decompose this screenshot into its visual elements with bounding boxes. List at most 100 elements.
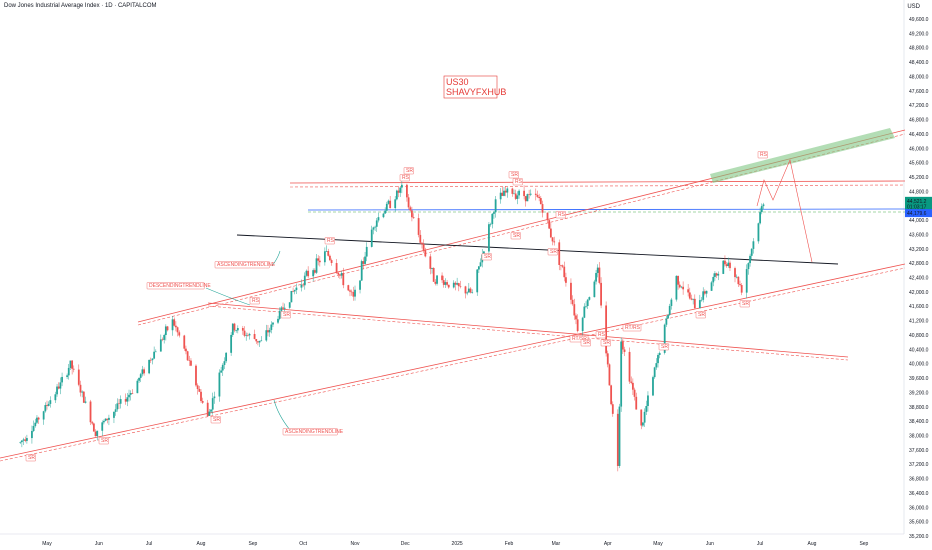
price-axis-label: 38,000.0 bbox=[909, 433, 929, 439]
annotation-box bbox=[580, 339, 591, 347]
candle-body bbox=[491, 213, 494, 225]
price-axis-label: 36,400.0 bbox=[909, 491, 929, 497]
candle-body bbox=[610, 385, 613, 405]
price-axis-label: 40,400.0 bbox=[909, 347, 929, 353]
candle-body bbox=[267, 330, 269, 333]
candle-body bbox=[305, 270, 308, 276]
candle-body bbox=[178, 332, 181, 336]
candle-body bbox=[47, 403, 50, 406]
annotation-box bbox=[757, 151, 768, 159]
candle-body bbox=[506, 188, 509, 193]
candle-body bbox=[119, 399, 122, 404]
price-axis-label: 38,400.0 bbox=[909, 419, 929, 425]
candle-body bbox=[715, 273, 718, 276]
annotation-box bbox=[324, 237, 335, 245]
time-axis-label: Jun bbox=[95, 541, 103, 547]
candle-body bbox=[457, 283, 460, 287]
annotation-label: RS bbox=[760, 152, 768, 158]
resistance-line-dashed bbox=[289, 184, 906, 188]
candle-body bbox=[34, 422, 37, 427]
time-axis-label: Sep bbox=[248, 541, 257, 547]
annotation-label: SR bbox=[513, 233, 520, 239]
candle-body bbox=[663, 324, 666, 353]
candle-body bbox=[752, 241, 755, 249]
candle-body bbox=[337, 272, 340, 275]
annotation-box bbox=[600, 339, 611, 347]
candle-body bbox=[183, 335, 186, 349]
candle-body bbox=[116, 403, 119, 410]
annotation-label: RT/RS bbox=[625, 325, 641, 331]
annotation-label: SR bbox=[28, 455, 35, 461]
price-axis-label: 43,200.0 bbox=[909, 247, 929, 253]
candle-body bbox=[534, 193, 537, 195]
candle-body bbox=[325, 251, 328, 252]
candle-body bbox=[476, 269, 479, 293]
candle-body bbox=[623, 349, 626, 352]
candle-body bbox=[347, 285, 350, 291]
trendlines-layer bbox=[0, 128, 906, 462]
candle-body bbox=[693, 298, 696, 309]
candle-body bbox=[571, 299, 574, 305]
candle-body bbox=[667, 314, 669, 319]
candle-body bbox=[419, 234, 422, 243]
candle-body bbox=[658, 352, 661, 355]
descending-trendline bbox=[207, 302, 849, 358]
time-axis-label: Apr bbox=[604, 541, 612, 547]
candle-body bbox=[364, 256, 366, 264]
price-axis-label: 36,000.0 bbox=[909, 505, 929, 511]
lower-ascending-trendline-dashed bbox=[0, 267, 906, 462]
candle-body bbox=[103, 420, 105, 423]
candle-body bbox=[406, 184, 408, 198]
candle-body bbox=[539, 198, 542, 205]
annotation-box bbox=[210, 416, 221, 424]
support-line bbox=[307, 208, 906, 211]
candle-body bbox=[575, 315, 577, 320]
price-axis-label: 39,200.0 bbox=[909, 390, 929, 396]
candle-body bbox=[464, 286, 467, 294]
candle-body bbox=[703, 291, 706, 294]
candle-body bbox=[700, 299, 703, 301]
annotation-box bbox=[508, 171, 519, 179]
candle-body bbox=[424, 250, 427, 257]
candle-body bbox=[436, 275, 438, 284]
candle-body bbox=[705, 290, 708, 294]
annotation-box bbox=[98, 437, 109, 445]
candle-body bbox=[399, 187, 402, 193]
candle-body bbox=[595, 272, 597, 282]
candle-body bbox=[466, 292, 469, 294]
candle-body bbox=[503, 190, 505, 196]
resistance-line bbox=[289, 180, 906, 184]
candle-body bbox=[570, 282, 572, 300]
candle-body bbox=[576, 319, 579, 332]
candle-body bbox=[292, 290, 294, 292]
annotation-label: RS bbox=[327, 238, 335, 244]
candle-body bbox=[538, 196, 541, 199]
candle-body bbox=[642, 422, 644, 426]
candle-body bbox=[104, 418, 107, 421]
candle-body bbox=[493, 212, 495, 214]
price-axis-label: 46,000.0 bbox=[909, 146, 929, 152]
candle-body bbox=[173, 319, 176, 326]
time-axis-label: May bbox=[653, 541, 663, 547]
price-axis-label: 37,600.0 bbox=[909, 448, 929, 454]
candle-body bbox=[330, 260, 333, 264]
candle-body bbox=[24, 439, 27, 441]
candle-body bbox=[220, 370, 222, 373]
candle-body bbox=[268, 329, 271, 333]
candle-body bbox=[692, 298, 695, 300]
time-axis-label: Aug bbox=[808, 541, 817, 547]
candle-body bbox=[374, 226, 376, 228]
candle-body bbox=[339, 274, 341, 276]
candle-body bbox=[318, 260, 321, 263]
chart-title: Dow Jones Industrial Average Index · 1D … bbox=[4, 3, 157, 9]
candle-body bbox=[126, 397, 129, 402]
candle-body bbox=[253, 333, 256, 339]
candle-body bbox=[600, 282, 602, 306]
candle-body bbox=[446, 282, 448, 285]
candle-body bbox=[710, 282, 713, 291]
price-tag-bg bbox=[905, 209, 932, 218]
candle-body bbox=[61, 376, 63, 383]
candle-body bbox=[385, 203, 388, 211]
price-axis-label: 36,800.0 bbox=[909, 477, 929, 483]
